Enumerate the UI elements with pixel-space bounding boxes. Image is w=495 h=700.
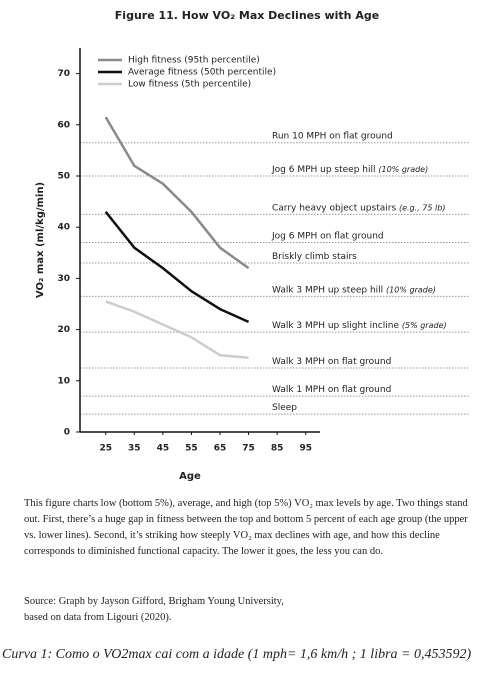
- x-tick-label: 35: [128, 444, 141, 454]
- reference-label: Walk 1 MPH on flat ground: [272, 385, 391, 395]
- y-axis-label: VO₂ max (ml/kg/min): [35, 182, 46, 298]
- y-tick-label: 30: [57, 274, 70, 284]
- source: Source: Graph by Jayson Gifford, Brigham…: [24, 594, 472, 626]
- reference-label: Walk 3 MPH up steep hill (10% grade): [272, 285, 436, 295]
- reference-text: Walk 3 MPH on flat ground: [272, 357, 391, 367]
- x-tick-label: 65: [214, 444, 227, 454]
- reference-note: (e.g., 75 lb): [399, 203, 445, 212]
- legend-label: Average fitness (50th percentile): [128, 68, 276, 78]
- reference-text: Briskly climb stairs: [272, 252, 357, 262]
- y-tick-label: 60: [57, 120, 70, 130]
- reference-label: Sleep: [272, 403, 297, 413]
- x-tick-label: 25: [99, 444, 112, 454]
- x-tick-label: 95: [299, 444, 312, 454]
- caption: Curva 1: Como o VO2max cai com a idade (…: [2, 647, 472, 662]
- reference-label: Run 10 MPH on flat ground: [272, 131, 393, 141]
- reference-text: Walk 3 MPH up slight incline: [272, 321, 399, 331]
- y-tick-label: 40: [57, 223, 70, 233]
- legend-label: High fitness (95th percentile): [128, 56, 260, 66]
- reference-label: Jog 6 MPH on flat ground: [271, 231, 384, 241]
- reference-label: Walk 3 MPH on flat ground: [272, 357, 391, 367]
- reference-text: Jog 6 MPH up steep hill: [271, 165, 376, 175]
- y-tick-label: 70: [57, 69, 70, 79]
- reference-text: Run 10 MPH on flat ground: [272, 131, 393, 141]
- series-line: [105, 300, 249, 360]
- reference-text: Walk 1 MPH on flat ground: [272, 385, 391, 395]
- description: This figure charts low (bottom 5%), aver…: [24, 498, 468, 557]
- x-axis-label: Age: [179, 471, 201, 482]
- x-tick-label: 45: [157, 444, 170, 454]
- reference-label: Briskly climb stairs: [272, 252, 357, 262]
- series-line: [104, 116, 250, 270]
- reference-note: (10% grade): [386, 285, 436, 294]
- reference-label: Walk 3 MPH up slight incline (5% grade): [272, 321, 447, 331]
- x-tick-label: 55: [185, 444, 198, 454]
- reference-text: Walk 3 MPH up steep hill: [272, 285, 383, 295]
- x-tick-label: 75: [242, 444, 255, 454]
- chart: Figure 11. How VO₂ Max Declines with Age…: [35, 9, 470, 482]
- reference-note: (5% grade): [402, 321, 447, 330]
- y-tick-label: 10: [57, 376, 70, 386]
- x-tick-label: 85: [271, 444, 284, 454]
- reference-note: (10% grade): [378, 165, 428, 174]
- reference-text: Sleep: [272, 403, 297, 413]
- legend-label: Low fitness (5th percentile): [128, 80, 251, 90]
- reference-label: Jog 6 MPH up steep hill (10% grade): [271, 165, 428, 175]
- y-tick-label: 0: [64, 428, 70, 438]
- series-line: [104, 211, 250, 324]
- source-line: Source: Graph by Jayson Gifford, Brigham…: [24, 596, 284, 607]
- source-line: based on data from Ligouri (2020).: [24, 612, 172, 623]
- chart-title: Figure 11. How VO₂ Max Declines with Age: [115, 9, 379, 22]
- y-tick-label: 20: [57, 325, 70, 335]
- y-tick-label: 50: [57, 172, 70, 182]
- reference-label: Carry heavy object upstairs (e.g., 75 lb…: [272, 203, 445, 213]
- reference-text: Jog 6 MPH on flat ground: [271, 231, 384, 241]
- reference-text: Carry heavy object upstairs: [272, 203, 396, 213]
